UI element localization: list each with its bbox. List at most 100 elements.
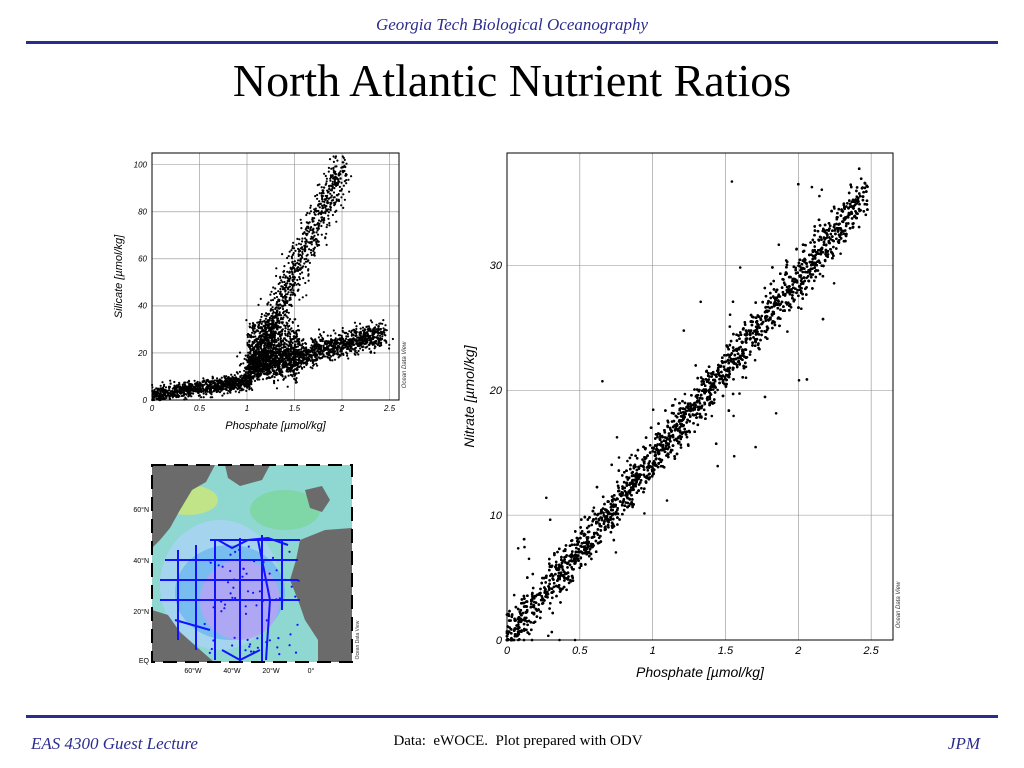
data-point — [251, 357, 254, 360]
data-point — [294, 340, 298, 343]
data-point — [318, 343, 321, 347]
data-point — [297, 339, 300, 342]
data-point — [366, 331, 369, 334]
data-point — [248, 385, 251, 388]
data-point — [576, 537, 580, 540]
data-point — [201, 385, 204, 388]
data-point — [260, 349, 263, 352]
data-point — [182, 387, 185, 391]
data-point — [347, 357, 350, 360]
data-point — [248, 386, 251, 390]
data-point — [259, 318, 262, 321]
data-point — [257, 324, 260, 327]
data-point — [358, 343, 361, 346]
data-point — [377, 332, 380, 335]
data-point — [184, 396, 187, 399]
data-point — [344, 346, 347, 349]
data-point — [507, 630, 511, 634]
data-point — [326, 346, 329, 349]
data-point — [797, 182, 800, 186]
data-point — [306, 351, 309, 354]
data-point — [510, 632, 513, 635]
data-point — [287, 370, 290, 373]
data-point — [311, 236, 314, 239]
data-point — [307, 349, 310, 352]
data-point — [294, 362, 297, 365]
data-point — [254, 363, 257, 366]
data-point — [290, 343, 293, 346]
data-point — [222, 381, 225, 385]
data-point — [184, 381, 187, 384]
data-point — [371, 332, 374, 335]
data-point — [374, 340, 378, 343]
data-point — [209, 391, 212, 395]
data-point — [692, 406, 696, 409]
data-point — [314, 338, 317, 341]
data-point — [264, 366, 268, 369]
data-point — [305, 346, 308, 349]
data-point — [158, 393, 161, 396]
data-point — [175, 386, 178, 389]
data-point — [650, 475, 654, 478]
data-point — [156, 389, 159, 392]
data-point — [236, 379, 239, 382]
data-point — [313, 344, 316, 347]
data-point — [355, 351, 359, 354]
data-point — [278, 370, 281, 373]
data-point — [236, 383, 239, 386]
data-point — [343, 331, 346, 334]
data-point — [267, 327, 270, 330]
data-point — [374, 330, 377, 333]
data-point — [207, 380, 210, 383]
data-point — [575, 556, 578, 560]
data-point — [210, 383, 213, 386]
data-point — [754, 325, 758, 329]
data-point — [243, 383, 246, 386]
data-point — [267, 365, 270, 368]
data-point — [367, 343, 370, 346]
data-point — [156, 387, 159, 390]
data-point — [263, 359, 267, 362]
data-point — [375, 336, 378, 339]
data-point — [330, 341, 333, 344]
data-point — [294, 379, 297, 382]
data-point — [345, 341, 349, 345]
data-point — [229, 381, 232, 384]
data-point — [278, 351, 281, 354]
data-point — [280, 295, 284, 298]
data-point — [378, 340, 381, 343]
data-point — [719, 364, 723, 368]
data-point — [299, 359, 302, 362]
data-point — [189, 385, 192, 388]
data-point — [249, 350, 252, 353]
data-point — [265, 368, 268, 371]
data-point — [721, 356, 724, 360]
data-point — [298, 249, 301, 252]
data-point — [734, 362, 737, 366]
data-point — [291, 338, 294, 341]
data-point — [375, 336, 378, 339]
data-point — [309, 210, 313, 213]
data-point — [299, 247, 302, 250]
data-point — [327, 217, 330, 220]
data-point — [279, 347, 282, 350]
data-point — [256, 352, 260, 355]
data-point — [654, 463, 658, 467]
data-point — [294, 358, 297, 361]
data-point — [731, 360, 734, 364]
data-point — [198, 389, 201, 392]
data-point — [294, 249, 297, 252]
data-point — [252, 351, 255, 354]
data-point — [219, 388, 222, 391]
data-point — [188, 383, 191, 386]
data-point — [168, 386, 171, 389]
data-point — [294, 378, 297, 381]
data-point — [182, 388, 185, 391]
data-point — [349, 339, 352, 342]
data-point — [755, 320, 758, 324]
data-point — [187, 391, 190, 394]
data-point — [799, 282, 803, 286]
data-point — [256, 342, 259, 345]
data-point — [344, 165, 347, 169]
data-point — [156, 391, 160, 394]
